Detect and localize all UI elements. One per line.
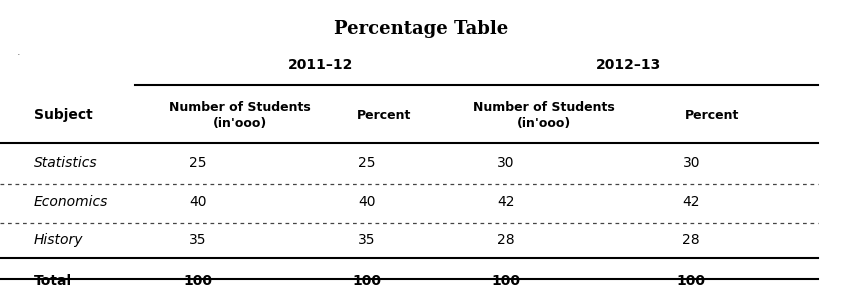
Text: Subject: Subject — [34, 108, 93, 122]
Text: 100: 100 — [491, 274, 520, 288]
Text: 25: 25 — [190, 156, 207, 170]
Text: History: History — [34, 234, 83, 247]
Text: 42: 42 — [497, 195, 514, 209]
Text: 40: 40 — [190, 195, 207, 209]
Text: Total: Total — [34, 274, 72, 288]
Text: 100: 100 — [184, 274, 212, 288]
Text: Economics: Economics — [34, 195, 108, 209]
Text: 100: 100 — [352, 274, 381, 288]
Text: Percentage Table: Percentage Table — [335, 20, 508, 38]
Text: 35: 35 — [190, 234, 207, 247]
Text: 28: 28 — [683, 234, 700, 247]
Text: 25: 25 — [358, 156, 375, 170]
Text: Number of Students
(in'ooo): Number of Students (in'ooo) — [169, 101, 311, 130]
Text: Percent: Percent — [685, 109, 739, 122]
Text: 100: 100 — [677, 274, 706, 288]
Text: 30: 30 — [497, 156, 514, 170]
Text: 42: 42 — [683, 195, 700, 209]
Text: 40: 40 — [358, 195, 375, 209]
Text: Statistics: Statistics — [34, 156, 97, 170]
Text: 35: 35 — [358, 234, 375, 247]
Text: Number of Students
(in'ooo): Number of Students (in'ooo) — [473, 101, 615, 130]
Text: 2012–13: 2012–13 — [595, 58, 661, 72]
Text: .: . — [17, 47, 20, 57]
Text: 2011–12: 2011–12 — [287, 58, 353, 72]
Text: 28: 28 — [497, 234, 514, 247]
Text: 30: 30 — [683, 156, 700, 170]
Text: Percent: Percent — [357, 109, 411, 122]
